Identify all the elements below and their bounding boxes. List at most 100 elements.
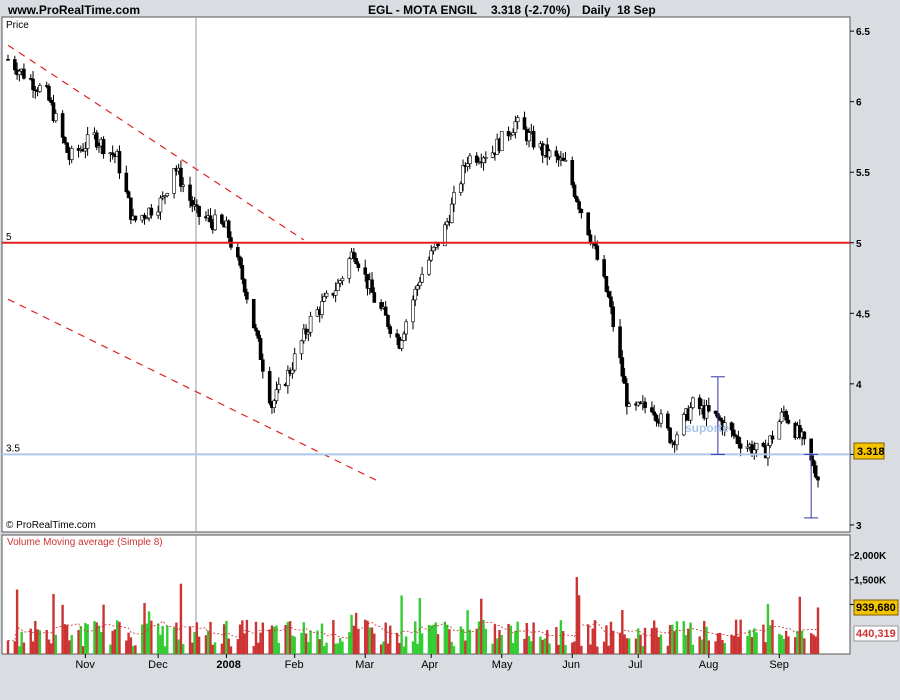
volume-bar — [782, 639, 786, 654]
support-level-label: 3.5 — [6, 443, 20, 454]
price-panel-title: Price — [6, 20, 29, 31]
volume-bar — [34, 620, 37, 654]
candle-body — [729, 422, 734, 431]
date-label: 18 Sep — [617, 3, 656, 17]
candle-body — [242, 279, 247, 293]
candle-body — [251, 298, 256, 329]
volume-bar — [668, 625, 672, 654]
volume-bar — [796, 631, 799, 654]
candle-body — [354, 257, 358, 264]
volume-bar — [45, 629, 48, 654]
volume-bar — [364, 619, 367, 654]
volume-bar — [54, 634, 57, 654]
volume-bar — [307, 641, 310, 654]
volume-bar — [798, 596, 801, 654]
time-tick-label: Sep — [769, 659, 789, 671]
volume-bar — [623, 634, 626, 654]
candle-body — [286, 370, 290, 386]
volume-bar — [354, 612, 358, 654]
volume-bar — [634, 638, 638, 654]
volume-bar — [172, 627, 176, 654]
candle-body — [306, 331, 311, 335]
volume-bar — [181, 644, 185, 654]
candle-body — [299, 340, 304, 355]
volume-bar — [193, 631, 196, 654]
volume-bar — [580, 645, 583, 654]
volume-bar — [63, 624, 67, 654]
volume-bar — [109, 644, 112, 654]
candle-body — [267, 371, 272, 404]
volume-bar — [703, 620, 706, 654]
volume-bar — [268, 629, 271, 654]
candle-body — [697, 397, 702, 409]
volume-bar — [207, 630, 210, 654]
volume-bar — [131, 645, 135, 654]
volume-bar — [673, 631, 676, 654]
volume-bar — [398, 642, 401, 654]
volume-bar — [127, 632, 130, 654]
volume-bar — [65, 625, 69, 654]
candle-body — [484, 157, 488, 159]
volume-bar — [341, 641, 344, 654]
price-panel[interactable] — [1, 16, 851, 533]
candle-body — [579, 208, 584, 214]
volume-bar — [100, 631, 103, 654]
candle-body — [766, 445, 770, 459]
candle-body — [458, 183, 463, 193]
volume-bar — [516, 621, 519, 654]
period-label: Daily — [582, 3, 611, 17]
candle-body — [51, 102, 56, 122]
candle-body — [499, 131, 504, 152]
volume-bar — [734, 619, 738, 654]
candle-body — [33, 89, 38, 92]
volume-bar — [784, 630, 788, 654]
volume-bar — [625, 638, 629, 654]
candle-body — [17, 70, 22, 76]
volume-bar — [498, 629, 501, 654]
volume-bar — [195, 622, 199, 654]
volume-bar — [36, 629, 39, 654]
candle-body — [547, 150, 552, 158]
volume-bar — [737, 636, 740, 654]
candle-body — [69, 148, 74, 160]
volume-bar — [402, 646, 406, 654]
candle-body — [575, 196, 579, 202]
volume-bar — [546, 630, 549, 654]
candle-body — [622, 375, 627, 384]
candle-body — [31, 78, 35, 91]
volume-bar — [15, 589, 19, 654]
site-label[interactable]: www.ProRealTime.com — [7, 3, 140, 17]
volume-bar — [436, 634, 440, 654]
volume-bar — [482, 619, 485, 654]
candle-body — [734, 435, 738, 438]
volume-bar — [652, 620, 656, 654]
volume-bar — [373, 633, 376, 654]
volume-bar — [548, 643, 551, 654]
volume-bar — [70, 634, 73, 654]
volume-bar — [800, 630, 804, 654]
candle-body — [688, 407, 693, 421]
volume-bar — [211, 644, 214, 654]
candle-body — [272, 400, 277, 408]
candle-body — [6, 59, 10, 61]
volume-bar — [38, 630, 42, 654]
volume-bar — [500, 634, 503, 654]
candle-body — [443, 224, 447, 247]
volume-bar — [564, 645, 567, 654]
volume-bar — [238, 624, 242, 654]
candle-body — [797, 425, 802, 438]
candle-body — [379, 302, 383, 309]
volume-bar — [543, 638, 547, 654]
volume-bar — [730, 634, 733, 654]
volume-bar — [698, 636, 701, 654]
volume-bar — [400, 595, 403, 654]
volume-bar — [47, 639, 51, 654]
credit-label: © ProRealTime.com — [6, 520, 96, 531]
volume-bar — [794, 637, 797, 654]
candle-body — [124, 172, 129, 192]
volume-bar — [236, 639, 240, 654]
volume-bar — [527, 635, 531, 654]
volume-bar — [323, 646, 326, 654]
time-tick-label: May — [492, 659, 513, 671]
